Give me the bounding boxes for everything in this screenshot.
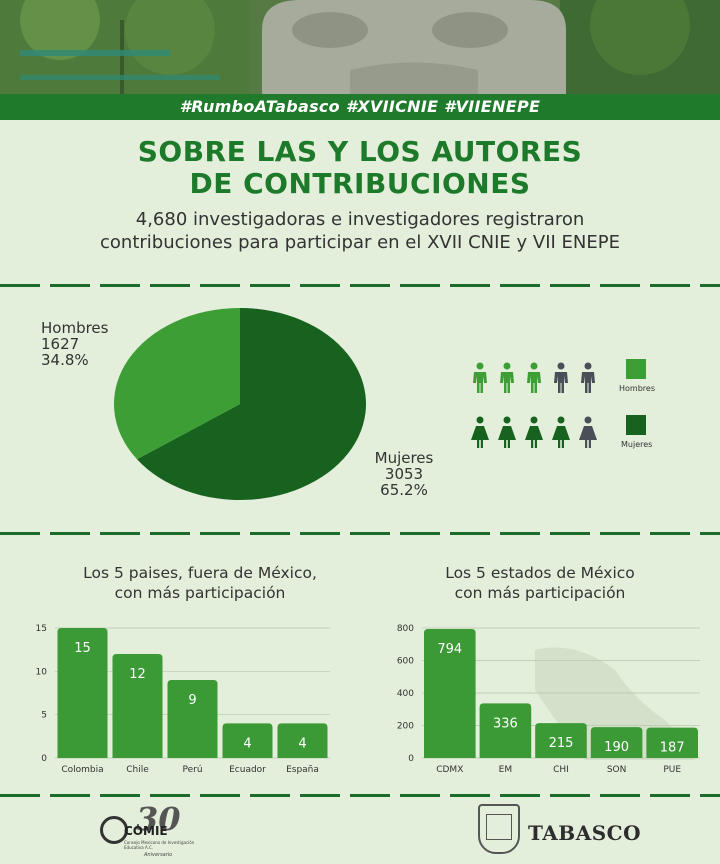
bar-ecuador: [222, 723, 273, 758]
comie-anniversary-label: Aniversario: [144, 852, 173, 858]
states-title-line-2: con más participación: [454, 584, 626, 602]
legend-label-hombres: Hombres: [619, 384, 655, 393]
x-tick-label: EM: [499, 765, 512, 775]
title-line-2: DE CONTRIBUCIONES: [189, 167, 531, 200]
y-tick-label: 5: [41, 711, 47, 721]
pie-label-mujeres-value: 3053: [384, 465, 424, 483]
y-tick-label: 10: [36, 667, 48, 677]
pie-label-mujeres: Mujeres 3053 65.2%: [364, 450, 444, 498]
subtitle-line-1: 4,680 investigadoras e investigadores re…: [135, 209, 585, 230]
y-tick-label: 15: [36, 624, 47, 634]
y-tick-label: 400: [397, 689, 414, 699]
comie-anniversary-number: 30: [136, 800, 181, 838]
male-figure-icon: [554, 362, 568, 393]
x-tick-label: Chile: [126, 765, 149, 775]
female-figure-icon: [579, 416, 597, 448]
countries-title-line-2: con más participación: [114, 584, 286, 602]
comie-logo: 30 COMIE Consejo Mexicano de Investigaci…: [100, 800, 210, 860]
x-tick-label: CHI: [553, 765, 569, 775]
states-bar-chart: 0 200 400 600 800 794 CDMX 336 EM 215 CHI 190 SON 187…: [397, 624, 700, 775]
header-illustration: [0, 0, 720, 94]
bar-value-label: 336: [493, 716, 518, 731]
bar-chi: [535, 723, 587, 758]
comie-name: COMIE: [124, 824, 168, 838]
bar-value-label: 4: [243, 736, 251, 751]
female-figure-icon: [471, 416, 489, 448]
x-tick-label: SON: [607, 765, 627, 775]
bar-value-label: 190: [604, 740, 629, 755]
subtitle-line-2: contribuciones para participar en el XVI…: [100, 232, 620, 253]
pie-label-hombres: Hombres 1627 34.8%: [41, 320, 108, 368]
pie-label-mujeres-name: Mujeres: [374, 449, 434, 467]
y-tick-label: 800: [397, 624, 414, 634]
bar-value-label: 794: [437, 642, 462, 657]
bar-perú: [167, 680, 218, 758]
x-tick-label: PUE: [663, 765, 681, 775]
subtitle: 4,680 investigadoras e investigadores re…: [0, 208, 720, 254]
pie-slice-mujeres: [136, 308, 367, 500]
states-chart-title: Los 5 estados de México con más particip…: [375, 563, 705, 603]
countries-chart-title: Los 5 paises, fuera de México, con más p…: [20, 563, 380, 603]
people-icon-legend: [471, 362, 597, 448]
male-figure-icon: [581, 362, 595, 393]
x-tick-label: Perú: [182, 765, 202, 775]
bar-pue: [646, 727, 698, 758]
female-figure-icon: [525, 416, 543, 448]
pie-label-hombres-percent: 34.8%: [41, 351, 89, 369]
bar-son: [590, 727, 643, 758]
bar-value-label: 215: [549, 736, 574, 751]
page-title: SOBRE LAS Y LOS AUTORES DE CONTRIBUCIONE…: [0, 136, 720, 200]
legend-swatch-hombres: [626, 359, 646, 379]
divider-bottom: [0, 794, 720, 797]
female-figure-icon: [552, 416, 570, 448]
bar-colombia: [57, 628, 108, 758]
pie-label-hombres-name: Hombres: [41, 319, 109, 337]
pie-label-mujeres-percent: 65.2%: [380, 481, 428, 499]
male-figure-icon: [473, 362, 487, 393]
bar-value-label: 12: [129, 667, 146, 682]
y-tick-label: 0: [408, 754, 414, 764]
x-tick-label: España: [286, 765, 319, 775]
bar-chile: [112, 654, 163, 758]
male-figure-icon: [527, 362, 541, 393]
x-tick-label: CDMX: [436, 765, 463, 775]
bar-cdmx: [424, 628, 476, 758]
bar-value-label: 15: [74, 641, 91, 656]
bar-value-label: 4: [298, 736, 306, 751]
tabasco-shield-icon: [478, 804, 520, 854]
divider-middle: [0, 532, 720, 535]
male-figure-icon: [500, 362, 514, 393]
divider-top: [0, 284, 720, 287]
legend-swatch-mujeres: [626, 415, 646, 435]
title-line-1: SOBRE LAS Y LOS AUTORES: [137, 135, 583, 168]
bar-em: [479, 703, 532, 758]
legend-label-mujeres: Mujeres: [621, 440, 653, 449]
comie-emblem-icon: [100, 816, 128, 844]
countries-bar-chart: 0 5 10 15 15 Colombia 12 Chile 9 Perú 4 Ecuador 4 Esp…: [36, 624, 330, 775]
bar-españa: [277, 723, 328, 758]
x-tick-label: Colombia: [61, 765, 103, 775]
tabasco-wordmark: TABASCO: [528, 821, 642, 845]
hashtag-banner: #RumboATabasco #XVIICNIE #VIIENEPE: [0, 94, 720, 120]
bar-value-label: 187: [660, 741, 685, 756]
countries-title-line-1: Los 5 paises, fuera de México,: [83, 564, 317, 582]
y-tick-label: 600: [397, 657, 414, 667]
female-figure-icon: [498, 416, 516, 448]
y-tick-label: 200: [397, 722, 414, 732]
header-photo: [0, 0, 720, 94]
comie-subtitle: Consejo Mexicano de Investigación Educat…: [124, 840, 195, 850]
x-tick-label: Ecuador: [229, 765, 266, 775]
y-tick-label: 0: [41, 754, 47, 764]
pie-slice-hombres: [114, 308, 240, 460]
pie-chart: [114, 308, 367, 500]
states-title-line-1: Los 5 estados de México: [445, 564, 635, 582]
bar-value-label: 9: [188, 693, 196, 708]
pie-label-hombres-value: 1627: [41, 335, 80, 353]
